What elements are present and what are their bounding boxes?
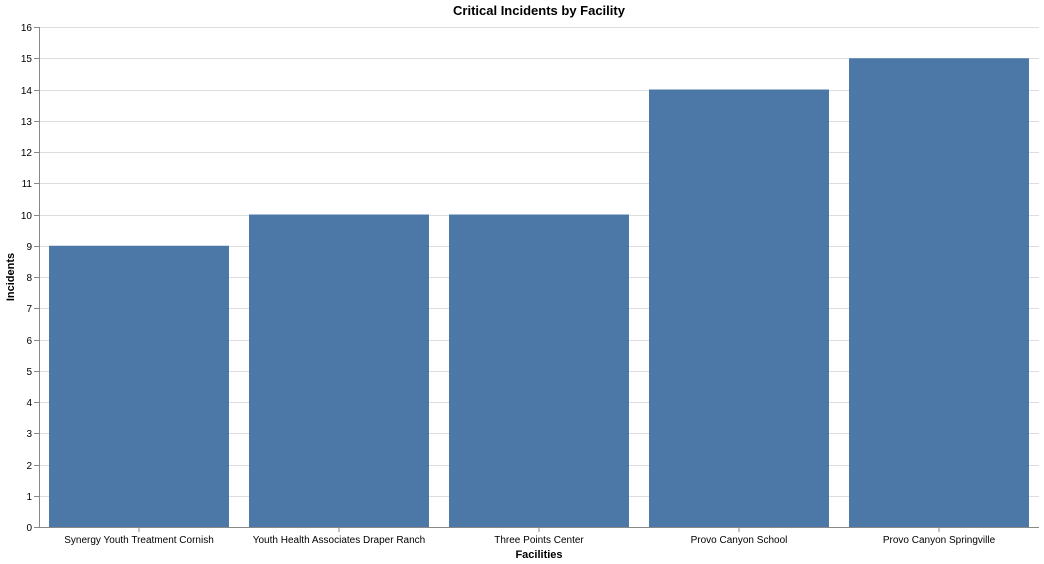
x-tick-label: Youth Health Associates Draper Ranch — [253, 535, 426, 546]
y-tick-label: 13 — [21, 117, 33, 128]
bar-3 — [649, 89, 829, 527]
x-tick-label: Three Points Center — [494, 535, 584, 546]
y-tick-label: 8 — [26, 273, 32, 284]
y-tick-label: 9 — [26, 242, 32, 253]
y-tick-label: 7 — [26, 304, 32, 315]
y-tick-label: 6 — [26, 336, 32, 347]
y-tick-label: 15 — [21, 54, 33, 65]
y-tick-label: 12 — [21, 148, 33, 159]
y-tick-label: 10 — [21, 211, 33, 222]
y-tick-label: 16 — [21, 23, 33, 34]
y-tick-label: 11 — [22, 179, 33, 190]
x-tick-label: Synergy Youth Treatment Cornish — [64, 535, 214, 546]
bars — [49, 58, 1029, 527]
x-tick-label: Provo Canyon School — [691, 535, 788, 546]
bar-4 — [849, 58, 1029, 527]
chart-title: Critical Incidents by Facility — [453, 3, 626, 18]
y-tick-label: 5 — [26, 367, 32, 378]
y-tick-label: 2 — [26, 461, 32, 472]
x-axis-title: Facilities — [515, 549, 562, 561]
y-tick-label: 4 — [26, 398, 32, 409]
bar-2 — [449, 214, 629, 527]
y-tick-label: 3 — [26, 429, 32, 440]
bar-0 — [49, 245, 229, 527]
y-tick-label: 1 — [26, 492, 32, 503]
y-tick-label: 14 — [21, 86, 33, 97]
y-tick-label: 0 — [26, 523, 32, 534]
x-tick-label: Provo Canyon Springville — [883, 535, 996, 546]
bar-1 — [249, 214, 429, 527]
y-axis-title: Incidents — [5, 253, 17, 301]
